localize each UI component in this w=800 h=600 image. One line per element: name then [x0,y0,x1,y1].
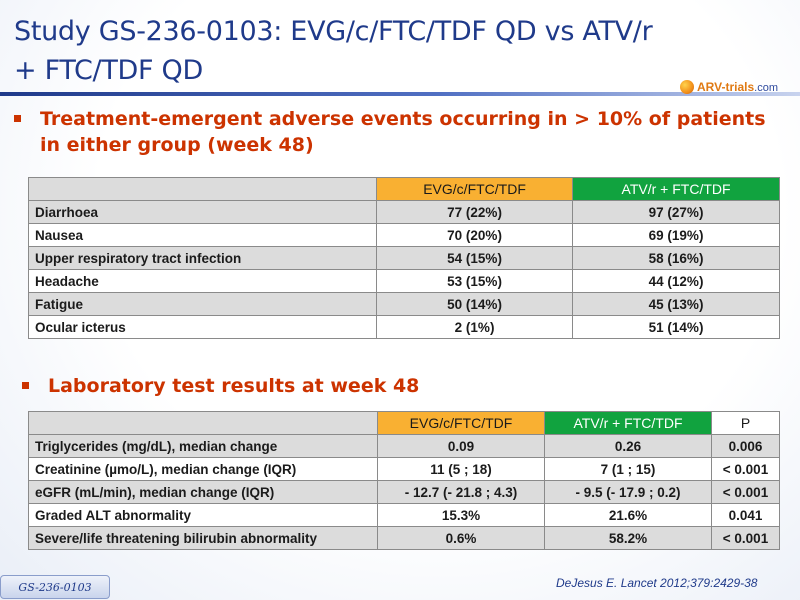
cell-evg: 50 (14%) [375,292,574,316]
table-row: Graded ALT abnormality 15.3% 21.6% 0.041 [28,503,780,527]
table-row: Triglycerides (mg/dL), median change 0.0… [28,434,780,458]
cell-p: < 0.001 [711,457,780,481]
table-row: Ocular icterus 2 (1%) 51 (14%) [28,315,780,339]
cell-atv: 44 (12%) [572,269,780,293]
title-underline [0,92,800,96]
cell-atv: 97 (27%) [572,200,780,224]
bullet-lab-results: Laboratory test results at week 48 [22,373,420,399]
table-row: Upper respiratory tract infection 54 (15… [28,246,780,270]
study-tag: GS-236-0103 [0,575,110,599]
cell-atv: 21.6% [544,503,712,527]
row-label: Creatinine (µmo/L), median change (IQR) [28,457,378,481]
bullet2-text: Laboratory test results at week 48 [48,375,420,397]
square-bullet-icon [22,382,29,389]
cell-evg: 0.09 [377,434,545,458]
cell-evg: 70 (20%) [375,223,574,247]
column-header-p: P [711,411,780,435]
column-header-evg: EVG/c/FTC/TDF [377,411,545,435]
table-row: Creatinine (µmo/L), median change (IQR) … [28,457,780,481]
orange-globe-icon [680,80,694,94]
column-header-atv: ATV/r + FTC/TDF [544,411,712,435]
cell-atv: 58 (16%) [572,246,780,270]
row-label: Graded ALT abnormality [28,503,378,527]
cell-p: < 0.001 [711,526,780,550]
cell-evg: 11 (5 ; 18) [377,457,545,481]
square-bullet-icon [14,115,21,122]
row-label: Headache [28,269,377,293]
table-header-row: EVG/c/FTC/TDF ATV/r + FTC/TDF [28,177,780,201]
table-row: eGFR (mL/min), median change (IQR) - 12.… [28,480,780,504]
table-row: Severe/life threatening bilirubin abnorm… [28,526,780,550]
table-row: Nausea 70 (20%) 69 (19%) [28,223,780,247]
citation: DeJesus E. Lancet 2012;379:2429-38 [556,576,758,590]
bullet1-line2: in either group (week 48) [40,134,314,156]
table-header-corner [28,177,377,201]
table-header-corner [28,411,378,435]
cell-evg: 77 (22%) [375,200,574,224]
cell-p: 0.041 [711,503,780,527]
cell-p: < 0.001 [711,480,780,504]
bullet-adverse-events: Treatment-emergent adverse events occurr… [14,106,785,158]
cell-atv: 51 (14%) [572,315,780,339]
cell-evg: 2 (1%) [375,315,574,339]
row-label: eGFR (mL/min), median change (IQR) [28,480,378,504]
column-header-atv: ATV/r + FTC/TDF [572,177,780,201]
row-label: Triglycerides (mg/dL), median change [28,434,378,458]
table-row: Fatigue 50 (14%) 45 (13%) [28,292,780,316]
title-line-1: Study GS-236-0103: EVG/c/FTC/TDF QD vs A… [14,16,653,47]
row-label: Upper respiratory tract infection [28,246,377,270]
row-label: Fatigue [28,292,377,316]
column-header-evg: EVG/c/FTC/TDF [375,177,574,201]
cell-evg: 15.3% [377,503,545,527]
row-label: Diarrhoea [28,200,377,224]
title-line-2: + FTC/TDF QD [14,55,203,86]
cell-atv: 0.26 [544,434,712,458]
lab-results-table: EVG/c/FTC/TDF ATV/r + FTC/TDF P Triglyce… [28,411,780,550]
cell-atv: 58.2% [544,526,712,550]
cell-atv: - 9.5 (- 17.9 ; 0.2) [544,480,712,504]
cell-evg: 0.6% [377,526,545,550]
bullet1-line1: Treatment-emergent adverse events occurr… [40,108,766,130]
cell-atv: 45 (13%) [572,292,780,316]
row-label: Nausea [28,223,377,247]
slide-title: Study GS-236-0103: EVG/c/FTC/TDF QD vs A… [14,12,714,90]
table-row: Diarrhoea 77 (22%) 97 (27%) [28,200,780,224]
row-label: Severe/life threatening bilirubin abnorm… [28,526,378,550]
table-header-row: EVG/c/FTC/TDF ATV/r + FTC/TDF P [28,411,780,435]
logo-brand: ARV-trials [697,80,755,94]
adverse-events-table: EVG/c/FTC/TDF ATV/r + FTC/TDF Diarrhoea … [28,177,780,339]
logo-suffix: .com [754,82,778,94]
cell-p: 0.006 [711,434,780,458]
cell-evg: 54 (15%) [375,246,574,270]
cell-atv: 7 (1 ; 15) [544,457,712,481]
table-row: Headache 53 (15%) 44 (12%) [28,269,780,293]
row-label: Ocular icterus [28,315,377,339]
arv-trials-logo: ARV-trials.com [680,77,778,97]
cell-atv: 69 (19%) [572,223,780,247]
cell-evg: - 12.7 (- 21.8 ; 4.3) [377,480,545,504]
cell-evg: 53 (15%) [375,269,574,293]
